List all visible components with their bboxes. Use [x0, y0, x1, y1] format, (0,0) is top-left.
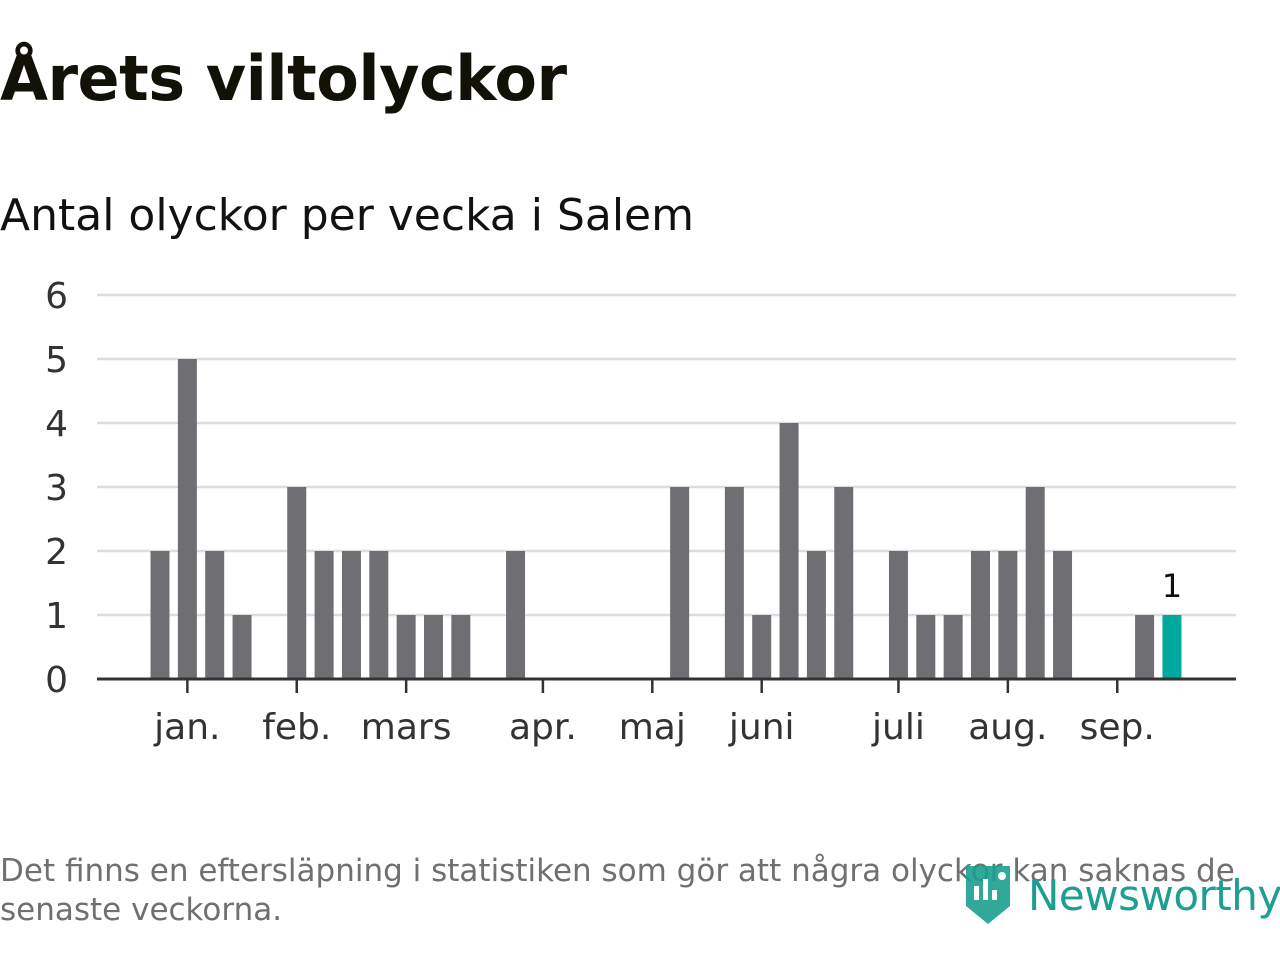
- y-tick-label: 3: [45, 468, 68, 509]
- bar: [424, 615, 443, 679]
- bar-highlight: [1162, 615, 1182, 679]
- y-tick-label: 6: [45, 276, 68, 317]
- y-tick-label: 0: [45, 660, 68, 701]
- bar: [205, 551, 225, 679]
- bar: [506, 551, 526, 679]
- bar: [1135, 615, 1155, 679]
- chart-subtitle: Antal olyckor per vecka i Salem: [0, 190, 694, 241]
- bar: [943, 615, 963, 679]
- bar: [1053, 551, 1073, 679]
- x-tick-label: feb.: [262, 707, 331, 748]
- bar: [806, 551, 826, 679]
- x-tick-label: maj: [619, 707, 686, 748]
- brand-name: Newsworthy: [1028, 870, 1280, 920]
- x-tick-label: aug.: [968, 707, 1047, 748]
- bar-chart: 0 1 2 3 4 5 6 1 jan. feb. mars apr. maj juni juli aug. s…: [45, 276, 1236, 748]
- x-tick-label: jan.: [153, 707, 220, 748]
- x-tick-label: mars: [361, 707, 452, 748]
- y-tick-label: 1: [45, 596, 68, 637]
- bar: [834, 487, 854, 679]
- bar: [670, 487, 690, 679]
- y-tick-label: 5: [45, 340, 68, 381]
- bar: [451, 615, 471, 679]
- bar: [396, 615, 416, 679]
- bar: [232, 615, 252, 679]
- chart-title: Årets viltolyckor: [0, 42, 567, 115]
- bar: [341, 551, 361, 679]
- bar: [971, 551, 990, 679]
- y-tick-label: 4: [45, 404, 68, 445]
- bar: [724, 487, 744, 679]
- bar: [998, 551, 1018, 679]
- bar: [150, 551, 170, 679]
- bar: [287, 487, 307, 679]
- bar: [916, 615, 936, 679]
- grid-layer: [97, 293, 1236, 617]
- x-tick-label: sep.: [1080, 707, 1155, 748]
- bar: [888, 551, 908, 679]
- bar: [779, 423, 799, 679]
- x-tick-label: apr.: [509, 707, 577, 748]
- newsworthy-logo-icon: [966, 866, 1010, 924]
- bar: [369, 551, 389, 679]
- newsworthy-logo: Newsworthy: [962, 862, 1280, 928]
- bar: [177, 359, 197, 679]
- x-tick-label: juli: [871, 707, 925, 748]
- bar: [752, 615, 772, 679]
- bar: [1025, 487, 1045, 679]
- axis-layer: 0 1 2 3 4 5 6 1 jan. feb. mars apr. maj juni juli aug. s…: [45, 276, 1236, 748]
- bar: [314, 551, 334, 679]
- x-tick-label: juni: [728, 707, 795, 748]
- data-label: 1: [1162, 567, 1182, 605]
- footnote: Det finns en eftersläpning i statistiken…: [0, 853, 1235, 928]
- bar-layer: [150, 359, 1182, 679]
- y-tick-label: 2: [45, 532, 68, 573]
